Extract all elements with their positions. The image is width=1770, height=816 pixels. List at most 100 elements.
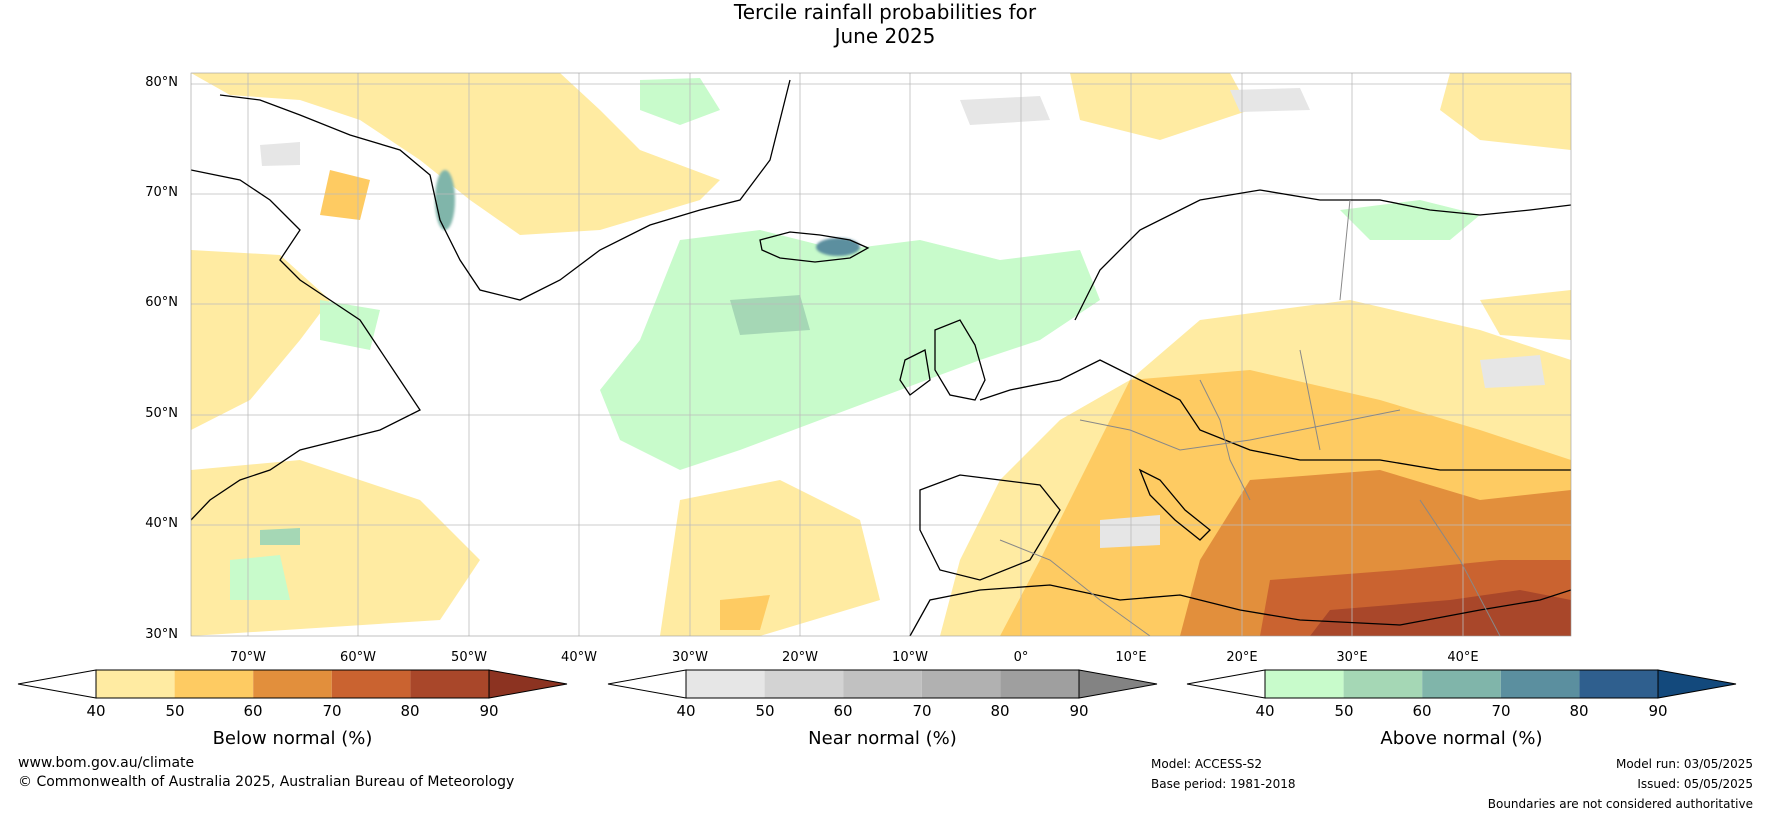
colorbar-arrow-left bbox=[1186, 669, 1266, 699]
below-normal-zone bbox=[1070, 73, 1250, 140]
footer-copyright: © Commonwealth of Australia 2025, Austra… bbox=[18, 774, 515, 790]
near-normal-zones bbox=[260, 88, 1545, 548]
lon-label: 20°W bbox=[782, 650, 818, 665]
map-border bbox=[190, 72, 1572, 637]
italy-coast bbox=[1138, 468, 1211, 541]
colorbar-tick: 50 bbox=[755, 702, 775, 720]
above-normal-zone bbox=[640, 78, 720, 125]
colorbar-tick: 40 bbox=[676, 702, 696, 720]
colorbar-swatch bbox=[921, 670, 1001, 698]
lon-gridlines bbox=[247, 73, 1464, 636]
near-normal-zone bbox=[1100, 515, 1160, 548]
above-normal-zone bbox=[435, 170, 455, 230]
footer-issued: Issued: 05/05/2025 bbox=[1637, 777, 1753, 791]
colorbar-tick: 70 bbox=[912, 702, 932, 720]
lat-label: 70°N bbox=[145, 185, 178, 200]
lon-label: 70°W bbox=[230, 650, 266, 665]
colorbar-swatch bbox=[843, 670, 922, 698]
colorbar-above-normal bbox=[1186, 669, 1737, 699]
colorbar-swatch bbox=[410, 670, 489, 698]
lon-label: 40°W bbox=[561, 650, 597, 665]
above-normal-zone bbox=[1340, 200, 1480, 240]
lon-label: 10°W bbox=[892, 650, 928, 665]
colorbar-tick: 60 bbox=[833, 702, 853, 720]
lon-label: 20°E bbox=[1226, 650, 1258, 665]
footer-model-run: Model run: 03/05/2025 bbox=[1615, 757, 1753, 771]
greenland-coast bbox=[219, 79, 791, 301]
scandinavia-coast bbox=[1074, 189, 1571, 321]
colorbar-swatch bbox=[96, 670, 175, 698]
colorbar-tick: 80 bbox=[990, 702, 1010, 720]
colorbar-tick: 80 bbox=[1569, 702, 1589, 720]
footer-website: www.bom.gov.au/climate bbox=[18, 755, 195, 771]
above-normal-zone bbox=[320, 300, 380, 350]
lon-label: 10°E bbox=[1115, 650, 1147, 665]
lat-label: 40°N bbox=[145, 516, 178, 531]
colorbar-title: Below normal (%) bbox=[212, 728, 373, 749]
lat-label: 50°N bbox=[145, 406, 178, 421]
lon-label: 60°W bbox=[340, 650, 376, 665]
colorbar-swatch bbox=[1500, 670, 1580, 698]
colorbar-arrow-right bbox=[488, 669, 568, 699]
above-normal-zone bbox=[730, 295, 810, 335]
map-title: Tercile rainfall probabilities for June … bbox=[0, 0, 1770, 48]
title-line-1: Tercile rainfall probabilities for bbox=[733, 0, 1037, 24]
colorbar-tick: 70 bbox=[1491, 702, 1511, 720]
colorbar-swatch bbox=[174, 670, 254, 698]
near-normal-zone bbox=[260, 142, 300, 166]
colorbar-tick: 60 bbox=[1412, 702, 1432, 720]
above-normal-zone bbox=[230, 555, 290, 600]
probability-shading bbox=[191, 73, 1571, 636]
lon-label: 0° bbox=[1013, 650, 1029, 665]
colorbar-swatch bbox=[1343, 670, 1423, 698]
ireland-coast bbox=[899, 349, 931, 396]
lat-label: 60°N bbox=[145, 295, 178, 310]
above-normal-zone bbox=[260, 528, 300, 545]
colorbar-swatch bbox=[1000, 670, 1079, 698]
colorbar-arrow-left bbox=[607, 669, 687, 699]
colorbar-swatch bbox=[331, 670, 411, 698]
colorbar-swatch bbox=[1579, 670, 1658, 698]
below-normal-zone bbox=[1310, 590, 1571, 636]
colorbar-title: Above normal (%) bbox=[1380, 728, 1543, 749]
lon-label: 50°W bbox=[451, 650, 487, 665]
near-normal-zone bbox=[1480, 355, 1545, 388]
colorbar-tick: 90 bbox=[1648, 702, 1668, 720]
iceland-coast bbox=[759, 231, 870, 263]
uk-coast bbox=[934, 319, 986, 401]
below-normal-zone bbox=[720, 595, 770, 630]
colorbar-title: Near normal (%) bbox=[808, 728, 957, 749]
lat-gridlines bbox=[191, 83, 1571, 526]
above-normal-60-zones bbox=[260, 295, 810, 545]
near-normal-zone bbox=[960, 96, 1050, 125]
below-normal-zone bbox=[191, 73, 720, 235]
colorbar-swatch bbox=[686, 670, 765, 698]
title-line-2: June 2025 bbox=[834, 24, 936, 48]
lon-label: 30°E bbox=[1336, 650, 1368, 665]
colorbar-arrow-right bbox=[1657, 669, 1737, 699]
lat-label: 30°N bbox=[145, 627, 178, 642]
colorbar-tick: 50 bbox=[1334, 702, 1354, 720]
colorbar-swatch bbox=[1422, 670, 1501, 698]
north-africa-coast bbox=[909, 584, 1571, 636]
above-normal-zone bbox=[816, 238, 860, 256]
near-normal-zone bbox=[1230, 88, 1310, 112]
canada-coast bbox=[191, 169, 421, 521]
colorbar-swatch bbox=[764, 670, 844, 698]
above-normal-zones bbox=[230, 78, 1480, 600]
colorbar-tick: 80 bbox=[400, 702, 420, 720]
colorbar-tick: 50 bbox=[165, 702, 185, 720]
colorbar-tick: 40 bbox=[1255, 702, 1275, 720]
below-normal-zone bbox=[191, 250, 330, 430]
colorbar-tick: 90 bbox=[1069, 702, 1089, 720]
below-normal-90-zones bbox=[1310, 590, 1571, 636]
footer-disclaimer: Boundaries are not considered authoritat… bbox=[1487, 797, 1753, 811]
footer-base-period: Base period: 1981-2018 bbox=[1151, 777, 1296, 791]
iceland-blue-area bbox=[435, 170, 860, 256]
above-normal-zone bbox=[600, 230, 1100, 470]
footer-model: Model: ACCESS-S2 bbox=[1151, 757, 1263, 771]
lat-label: 80°N bbox=[145, 75, 178, 90]
below-normal-zone bbox=[320, 170, 370, 220]
lon-label: 30°W bbox=[672, 650, 708, 665]
